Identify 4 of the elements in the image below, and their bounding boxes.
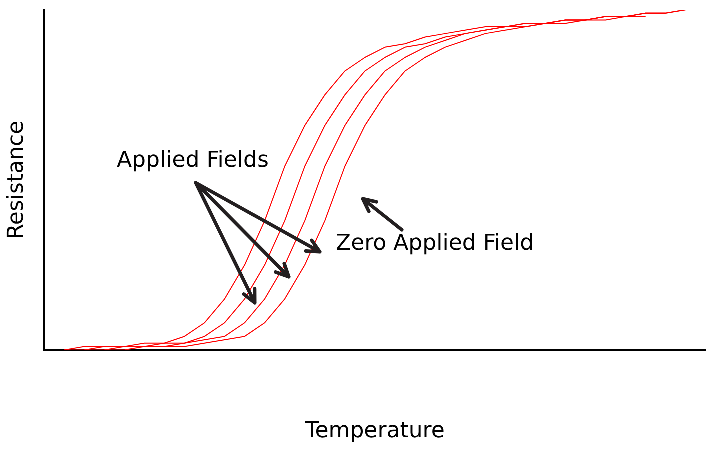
x-axis-title: Temperature [304, 418, 445, 444]
annotation: Zero Applied Field [336, 231, 534, 256]
annotation: Applied Fields [117, 148, 269, 173]
y-axis-title: Resistance [4, 120, 29, 240]
